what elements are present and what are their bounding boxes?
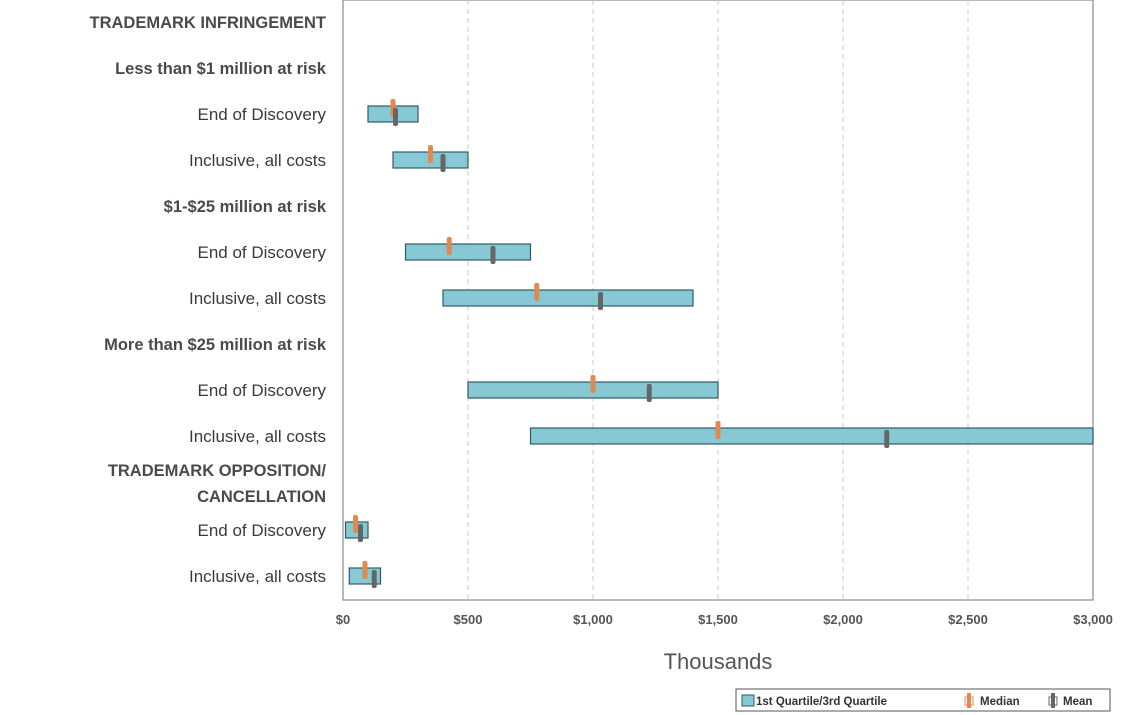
x-tick-label-1: $500	[454, 612, 483, 627]
mean-marker-2	[393, 108, 398, 126]
row-label-2: End of Discovery	[198, 105, 327, 124]
row-label-12: Inclusive, all costs	[189, 567, 326, 586]
quartile-bar-6	[442, 289, 694, 307]
row-label-6: Inclusive, all costs	[189, 289, 326, 308]
row-label-5: End of Discovery	[198, 243, 327, 262]
x-axis-title: Thousands	[664, 649, 773, 674]
x-tick-label-4: $2,000	[823, 612, 863, 627]
row-label-10: TRADEMARK OPPOSITION/	[108, 462, 327, 480]
legend-quartile-swatch	[741, 694, 755, 707]
legend-median-swatch	[967, 693, 971, 708]
legend-median-label: Median	[980, 696, 1020, 708]
x-ticks: $0 $500 $1,000 $1,500 $2,000 $2,500 $3,000	[336, 612, 1113, 627]
bars	[344, 99, 1094, 588]
median-marker-9	[715, 421, 721, 439]
mean-marker-6	[598, 292, 603, 310]
row-label-7: More than $25 million at risk	[104, 336, 327, 354]
x-tick-label-5: $2,500	[948, 612, 988, 627]
legend: 1st Quartile/3rd Quartile Median Mean	[735, 688, 1111, 712]
row-label-3: Inclusive, all costs	[189, 151, 326, 170]
median-marker-11	[353, 515, 358, 533]
row-label-0: TRADEMARK INFRINGEMENT	[90, 14, 327, 32]
legend-quartile-label: 1st Quartile/3rd Quartile	[756, 696, 887, 708]
quartile-bar-9	[529, 427, 1094, 445]
x-tick-label-3: $1,500	[698, 612, 738, 627]
mean-marker-9	[884, 430, 890, 448]
legend-mean-swatch	[1051, 693, 1055, 708]
row-label-1: Less than $1 million at risk	[115, 60, 327, 78]
plot-frame	[342, 0, 1094, 601]
row-label-11: End of Discovery	[198, 521, 327, 540]
median-marker-8	[590, 375, 596, 393]
mean-marker-11	[358, 524, 363, 542]
x-tick-label-0: $0	[336, 612, 350, 627]
row-label-10-line2: CANCELLATION	[197, 488, 326, 506]
legend-mean-label: Mean	[1063, 696, 1092, 708]
mean-marker-3	[440, 154, 446, 172]
row-label-8: End of Discovery	[198, 381, 327, 400]
x-tick-label-2: $1,000	[573, 612, 613, 627]
median-marker-5	[446, 237, 452, 255]
mean-marker-12	[371, 570, 377, 588]
x-tick-label-6: $3,000	[1073, 612, 1113, 627]
mean-marker-5	[490, 246, 496, 264]
quartile-bar-5	[404, 243, 532, 261]
row-labels: TRADEMARK INFRINGEMENT Less than $1 milli…	[90, 14, 327, 586]
median-marker-12	[362, 561, 368, 579]
median-marker-3	[428, 145, 433, 163]
mean-marker-8	[646, 384, 652, 402]
row-label-4: $1-$25 million at risk	[164, 198, 327, 216]
median-marker-6	[534, 283, 540, 301]
row-label-9: Inclusive, all costs	[189, 427, 326, 446]
